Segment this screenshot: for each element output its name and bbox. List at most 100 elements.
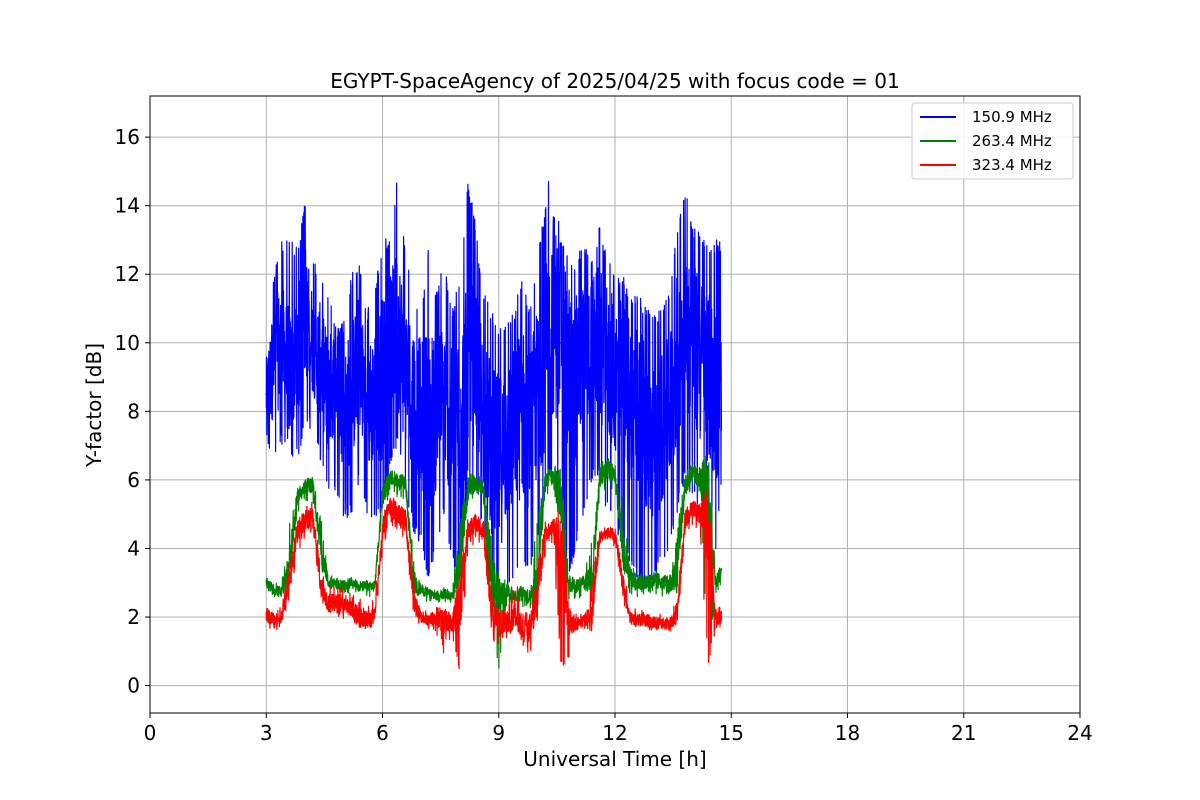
x-tick-label: 9 [492, 721, 505, 745]
data-point [699, 479, 702, 481]
series-323-4-mhz [265, 489, 723, 670]
data-point [575, 376, 578, 378]
data-point [497, 592, 500, 594]
data-point [311, 482, 314, 485]
series-150-9-mhz [265, 180, 723, 610]
data-point [590, 342, 593, 344]
y-tick-label: 6 [127, 468, 140, 492]
data-point [273, 588, 275, 591]
data-point [435, 616, 438, 618]
data-point [342, 410, 345, 413]
data-point [265, 612, 268, 615]
data-point [319, 359, 322, 361]
data-point [459, 564, 461, 567]
data-point [404, 376, 407, 378]
data-point [668, 410, 671, 413]
data-point [466, 376, 469, 378]
data-point [474, 482, 477, 485]
data-point [358, 616, 361, 618]
data-point [629, 575, 632, 577]
data-point [474, 520, 477, 522]
legend-label: 263.4 MHz [972, 132, 1052, 150]
x-tick-label: 24 [1067, 721, 1092, 745]
series-trace [265, 180, 722, 610]
data-point [544, 359, 547, 361]
data-point [459, 599, 461, 601]
data-point [420, 616, 423, 618]
data-point [459, 410, 461, 413]
data-point [288, 564, 291, 567]
data-point [304, 485, 306, 488]
x-tick-label: 21 [951, 721, 976, 745]
data-point [521, 623, 523, 625]
data-point [288, 581, 291, 584]
data-point [513, 616, 516, 618]
data-point [404, 482, 407, 485]
data-point [714, 393, 717, 396]
legend-box [911, 102, 1074, 180]
data-point [381, 376, 384, 378]
data-point [637, 619, 640, 622]
series-trace [265, 489, 722, 670]
data-point [707, 530, 709, 533]
data-point [265, 393, 268, 396]
data-point [428, 427, 430, 430]
data-point [327, 581, 330, 584]
data-point [443, 592, 446, 594]
data-point [614, 472, 616, 474]
data-point [707, 376, 709, 378]
y-axis-ticks: 0 2 4 6 8 10 12 14 16 [115, 125, 150, 698]
data-point [714, 616, 717, 618]
data-point [691, 506, 694, 509]
data-point [342, 585, 345, 587]
data-point [404, 520, 407, 522]
data-point [567, 376, 570, 378]
data-point [699, 513, 702, 515]
data-point [482, 527, 485, 529]
data-point [559, 496, 562, 498]
data-point [412, 393, 415, 396]
data-point [521, 592, 523, 594]
data-point [296, 359, 299, 361]
series-trace [265, 455, 722, 669]
data-point [327, 393, 330, 396]
data-point [645, 427, 647, 430]
data-point [552, 475, 554, 478]
data-point [420, 410, 423, 413]
data-point [660, 581, 663, 584]
data-point [366, 619, 368, 622]
data-point [428, 619, 430, 622]
data-point [443, 393, 446, 396]
data-point [536, 599, 539, 601]
y-tick-label: 10 [115, 331, 140, 355]
data-point [676, 359, 678, 361]
data-point [637, 410, 640, 413]
data-point [544, 479, 547, 481]
data-point [528, 427, 531, 430]
data-point [350, 393, 353, 396]
data-point [397, 479, 399, 481]
y-tick-label: 0 [127, 674, 140, 698]
data-point [567, 581, 570, 584]
data-point [435, 595, 438, 598]
data-point [552, 527, 554, 529]
data-point [552, 307, 554, 310]
data-point [304, 520, 306, 522]
data-point [474, 359, 477, 361]
data-point [614, 376, 616, 378]
x-tick-label: 6 [376, 721, 389, 745]
data-point [466, 530, 469, 533]
data-point [397, 324, 399, 327]
x-tick-label: 15 [719, 721, 744, 745]
data-point [505, 444, 508, 447]
data-point [528, 626, 531, 629]
data-point [335, 602, 337, 605]
y-tick-label: 14 [115, 194, 140, 218]
data-point [652, 444, 655, 447]
data-point [521, 410, 523, 413]
data-point [598, 342, 601, 344]
data-point [614, 533, 616, 536]
data-point [590, 616, 593, 618]
data-point [335, 581, 337, 584]
